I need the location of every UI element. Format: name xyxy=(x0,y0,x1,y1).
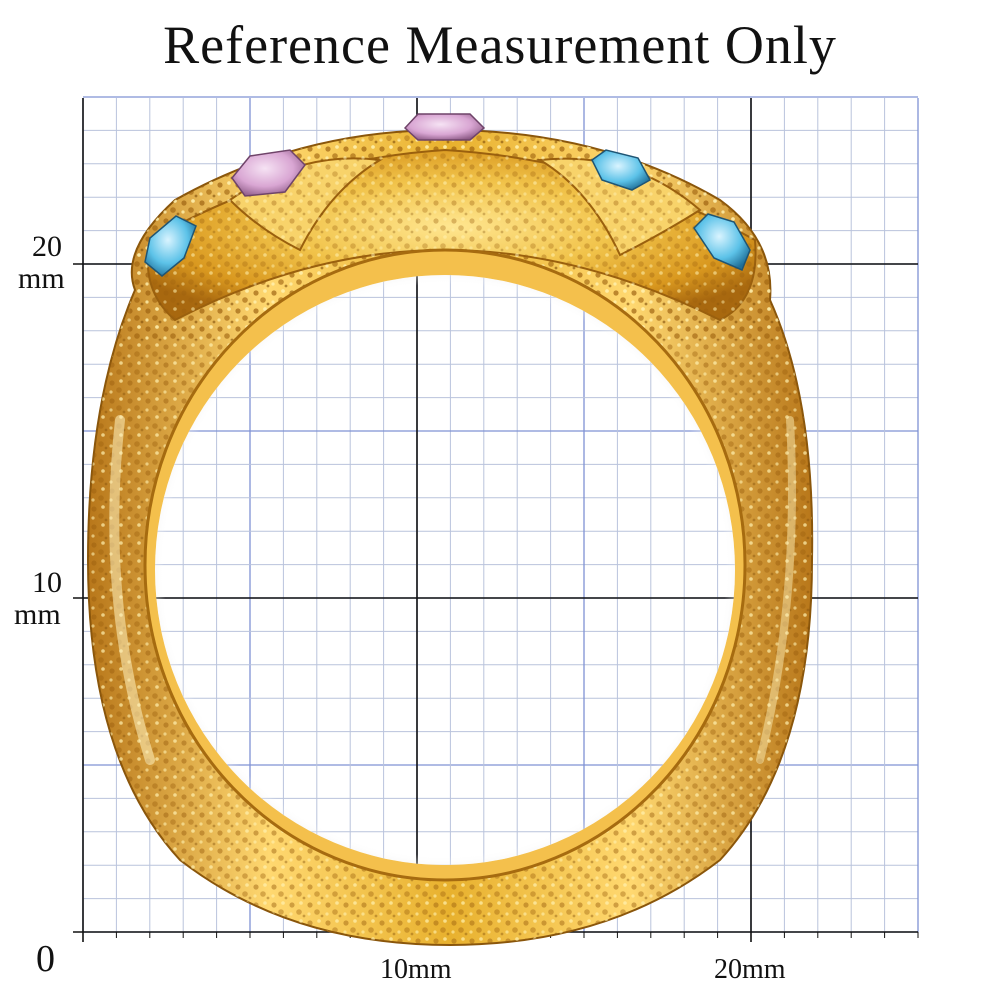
ring-inner-shadow xyxy=(155,275,735,865)
y-label-20-value: 20 xyxy=(32,230,62,263)
origin-label: 0 xyxy=(36,938,55,980)
y-label-20-unit: mm xyxy=(18,262,65,295)
y-label-10-unit: mm xyxy=(14,598,61,631)
ring-highlight-right xyxy=(756,416,796,764)
gem-blue-left xyxy=(144,215,197,277)
gem-blue-right-lower xyxy=(693,213,751,271)
x-label-10mm: 10mm xyxy=(380,954,452,985)
gem-pink-left xyxy=(231,149,306,197)
gem-pink-center xyxy=(403,113,486,141)
gem-blue-right-upper xyxy=(591,149,652,191)
gem-row xyxy=(144,113,751,277)
y-label-10-value: 10 xyxy=(32,566,62,599)
x-label-20mm: 20mm xyxy=(714,954,786,985)
page-title: Reference Measurement Only xyxy=(163,15,837,75)
ring-highlight-left xyxy=(109,415,155,765)
